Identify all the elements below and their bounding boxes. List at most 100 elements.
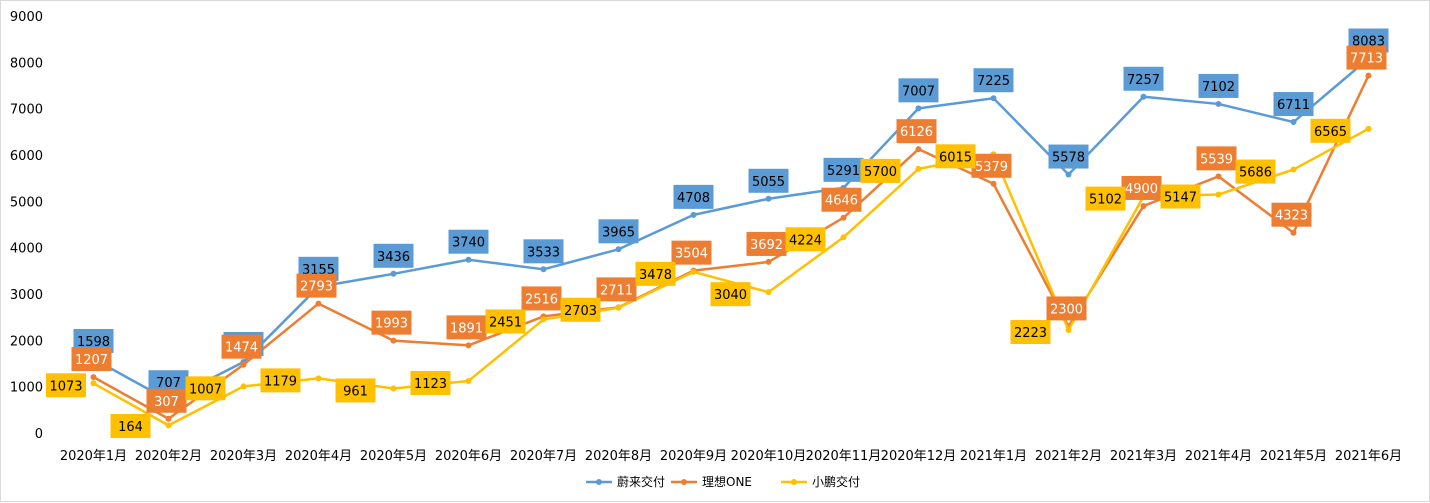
- data-point: [840, 214, 847, 221]
- data-point: [540, 266, 547, 273]
- data-label: 5379: [975, 160, 1008, 175]
- data-label: 2300: [1050, 302, 1083, 317]
- data-label-box: [1310, 118, 1351, 143]
- data-label: 6015: [939, 150, 972, 165]
- data-label-box: [485, 309, 526, 334]
- data-point: [315, 375, 322, 382]
- data-label-box: [898, 78, 939, 103]
- y-tick-label: 1000: [10, 381, 43, 396]
- data-point: [915, 105, 922, 112]
- data-label: 3040: [714, 288, 747, 303]
- data-point: [1065, 171, 1072, 178]
- data-label: 3436: [377, 250, 410, 265]
- data-label: 3478: [639, 268, 672, 283]
- data-point: [1065, 327, 1072, 334]
- data-label-box: [1273, 92, 1314, 117]
- y-tick-label: 4000: [10, 242, 43, 257]
- data-point: [540, 316, 547, 323]
- data-label: 2451: [489, 315, 522, 330]
- data-point: [1365, 125, 1372, 132]
- data-label-box: [1235, 159, 1276, 184]
- data-point: [1215, 173, 1222, 180]
- data-point: [765, 289, 772, 296]
- data-label: 6126: [900, 125, 933, 140]
- legend-label: 理想ONE: [702, 474, 752, 489]
- data-label: 7102: [1202, 80, 1235, 95]
- data-point: [465, 342, 472, 349]
- x-tick-label: 2021年5月: [1260, 449, 1327, 464]
- data-label: 1891: [450, 321, 483, 336]
- data-label-box: [1121, 175, 1162, 200]
- data-point: [1140, 202, 1147, 209]
- data-label: 961: [343, 384, 368, 399]
- data-label: 7225: [977, 74, 1010, 89]
- legend-marker: [791, 479, 797, 485]
- data-point: [615, 304, 622, 311]
- data-label-box: [635, 261, 676, 286]
- data-label: 4323: [1275, 209, 1308, 224]
- data-label-box: [1196, 146, 1237, 171]
- data-label-box: [1346, 45, 1387, 70]
- data-label-box: [146, 388, 187, 413]
- x-tick-label: 2020年3月: [210, 449, 277, 464]
- data-label-box: [221, 334, 262, 359]
- data-label: 2703: [564, 304, 597, 319]
- data-label: 1007: [189, 382, 222, 397]
- data-label: 1207: [75, 353, 108, 368]
- data-label: 4646: [825, 194, 858, 209]
- x-tick-label: 2020年9月: [660, 449, 727, 464]
- data-label: 4900: [1125, 182, 1158, 197]
- data-label-box: [71, 347, 112, 372]
- data-label: 7257: [1127, 73, 1160, 88]
- data-point: [240, 383, 247, 390]
- data-label: 3965: [602, 225, 635, 240]
- data-point: [1290, 229, 1297, 236]
- data-point: [990, 180, 997, 187]
- data-label: 3692: [750, 238, 783, 253]
- data-point: [165, 422, 172, 429]
- data-label: 7713: [1350, 52, 1383, 67]
- y-tick-label: 8000: [10, 56, 43, 71]
- data-label-box: [1046, 296, 1087, 321]
- data-point: [1215, 191, 1222, 198]
- data-label-box: [185, 376, 226, 401]
- x-tick-label: 2021年3月: [1110, 449, 1177, 464]
- data-label-box: [335, 378, 376, 403]
- data-label-box: [823, 157, 864, 182]
- data-label-box: [1048, 144, 1089, 169]
- data-label-box: [260, 368, 301, 393]
- data-point: [915, 146, 922, 153]
- x-tick-label: 2020年5月: [360, 449, 427, 464]
- data-label: 164: [118, 420, 143, 435]
- data-label: 5539: [1200, 152, 1233, 167]
- data-label-box: [710, 282, 751, 307]
- data-label-box: [46, 373, 86, 398]
- data-point: [90, 374, 97, 381]
- data-point: [1365, 72, 1372, 79]
- legend-marker: [681, 479, 687, 485]
- data-point: [465, 377, 472, 384]
- x-tick-label: 2020年11月: [806, 449, 882, 464]
- data-label: 5578: [1052, 151, 1085, 166]
- data-point: [390, 337, 397, 344]
- data-label-box: [1271, 202, 1312, 227]
- data-label-box: [896, 119, 937, 144]
- y-tick-label: 0: [35, 427, 43, 442]
- legend-label: 小鹏交付: [812, 474, 860, 489]
- data-label-box: [596, 277, 637, 302]
- data-label: 4224: [789, 233, 822, 248]
- data-point: [690, 211, 697, 218]
- data-point: [390, 270, 397, 277]
- x-tick-label: 2020年12月: [881, 449, 957, 464]
- data-label-box: [1160, 184, 1201, 209]
- data-label-box: [1085, 186, 1126, 211]
- data-point: [1290, 119, 1297, 126]
- data-label: 707: [156, 376, 181, 391]
- data-label-box: [296, 273, 337, 298]
- data-label-box: [860, 158, 901, 183]
- data-label-box: [746, 231, 787, 256]
- x-tick-label: 2020年4月: [285, 449, 352, 464]
- data-label: 4708: [677, 191, 710, 206]
- data-label: 2793: [300, 280, 333, 295]
- data-label: 307: [154, 395, 179, 410]
